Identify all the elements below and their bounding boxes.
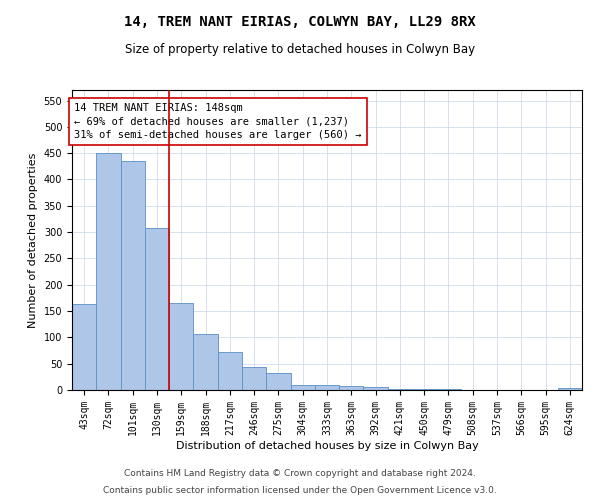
Bar [339,386,364,390]
Bar [193,334,218,390]
Text: Size of property relative to detached houses in Colwyn Bay: Size of property relative to detached ho… [125,42,475,56]
Text: 14 TREM NANT EIRIAS: 148sqm
← 69% of detached houses are smaller (1,237)
31% of : 14 TREM NANT EIRIAS: 148sqm ← 69% of det… [74,103,362,140]
Bar [145,228,169,390]
Bar [266,372,290,390]
Bar [96,153,121,390]
Bar [169,303,193,390]
Bar [121,161,145,390]
X-axis label: Distribution of detached houses by size in Colwyn Bay: Distribution of detached houses by size … [176,440,478,450]
Bar [315,384,339,390]
Bar [290,384,315,390]
Bar [364,388,388,390]
Bar [218,352,242,390]
Bar [72,304,96,390]
Bar [242,367,266,390]
Y-axis label: Number of detached properties: Number of detached properties [28,152,38,328]
Text: 14, TREM NANT EIRIAS, COLWYN BAY, LL29 8RX: 14, TREM NANT EIRIAS, COLWYN BAY, LL29 8… [124,15,476,29]
Text: Contains public sector information licensed under the Open Government Licence v3: Contains public sector information licen… [103,486,497,495]
Text: Contains HM Land Registry data © Crown copyright and database right 2024.: Contains HM Land Registry data © Crown c… [124,468,476,477]
Bar [558,388,582,390]
Bar [388,389,412,390]
